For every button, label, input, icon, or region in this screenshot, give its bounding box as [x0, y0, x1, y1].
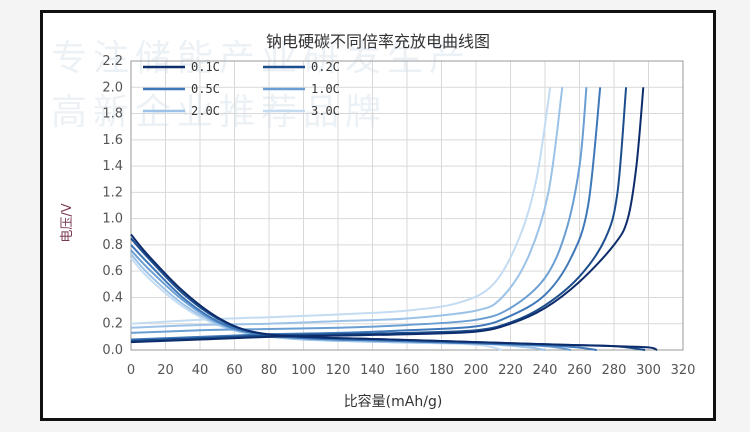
series-3-0c-charge-line [130, 87, 552, 325]
x-axis-label: 比容量(mAh/g) [344, 393, 443, 410]
series-0-5c-discharge-line [130, 244, 597, 351]
y-axis-label: 电压/V [60, 203, 75, 242]
legend-label: 0.2C [311, 60, 340, 74]
y-tick-label: 1.8 [102, 107, 123, 122]
y-tick-label: 2.0 [102, 80, 123, 95]
x-tick-label: 180 [429, 363, 454, 378]
x-tick-label: 300 [636, 363, 661, 378]
series-2-0c-charge-line [130, 87, 564, 329]
x-tick-label: 0 [127, 363, 135, 378]
series-0-1c-charge-line [130, 87, 645, 344]
x-tick-label: 280 [602, 363, 627, 378]
y-tick-label: 0.2 [102, 317, 123, 332]
x-tick-label: 240 [533, 363, 558, 378]
x-tick-label: 220 [498, 363, 523, 378]
x-tick-label: 20 [157, 363, 174, 378]
legend-label: 0.1C [191, 60, 220, 74]
series-0-5c-charge-line [130, 87, 602, 341]
y-tick-label: 1.4 [102, 159, 123, 174]
y-tick-label: 2.2 [102, 54, 123, 69]
y-tick-label: 0.6 [102, 264, 123, 279]
y-tick-label: 1.6 [102, 133, 123, 148]
y-tick-label: 0.8 [102, 238, 123, 253]
legend-label: 0.5C [191, 82, 220, 96]
legend-label: 1.0C [311, 82, 340, 96]
x-tick-label: 80 [261, 363, 278, 378]
y-tick-label: 1.2 [102, 185, 123, 200]
legend-label: 3.0C [311, 104, 340, 118]
y-tick-label: 0.4 [102, 290, 123, 305]
x-tick-label: 200 [464, 363, 489, 378]
series-0-2c-charge-line [130, 87, 628, 342]
chart-svg: 钠电硬碳不同倍率充放电曲线图 0 20 40 60 80 100 120 140 160 180 2… [60, 32, 696, 410]
series-1-0c-charge-line [130, 87, 588, 334]
x-tick-label: 100 [291, 363, 316, 378]
x-tick-label: 60 [226, 363, 243, 378]
x-tick-label: 40 [192, 363, 209, 378]
x-tick-label: 140 [360, 363, 385, 378]
chart-frame: 专注储能产业研发生产 高新企业推荐品牌 钠电硬碳不同倍率充放电曲线图 0 20 40… [40, 10, 716, 421]
plot-border [130, 60, 684, 351]
x-tick-label: 260 [567, 363, 592, 378]
chart-title: 钠电硬碳不同倍率充放电曲线图 [266, 32, 490, 51]
y-tick-label: 1.0 [102, 212, 123, 227]
x-tick-label: 320 [671, 363, 696, 378]
x-tick-label: 120 [326, 363, 351, 378]
legend-label: 2.0C [191, 104, 220, 118]
series-0-1c-discharge-line [130, 233, 658, 351]
y-tick-label: 0.0 [102, 343, 123, 358]
x-tick-label: 160 [395, 363, 420, 378]
